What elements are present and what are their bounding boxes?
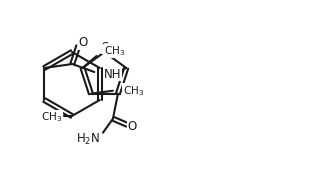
Text: NH: NH bbox=[104, 68, 122, 80]
Text: H$_2$N: H$_2$N bbox=[76, 132, 100, 147]
Text: CH$_3$: CH$_3$ bbox=[104, 44, 125, 58]
Text: O: O bbox=[127, 120, 136, 133]
Text: S: S bbox=[102, 41, 109, 54]
Text: CH$_3$: CH$_3$ bbox=[41, 110, 62, 124]
Text: CH$_3$: CH$_3$ bbox=[123, 84, 144, 98]
Text: O: O bbox=[79, 37, 88, 50]
